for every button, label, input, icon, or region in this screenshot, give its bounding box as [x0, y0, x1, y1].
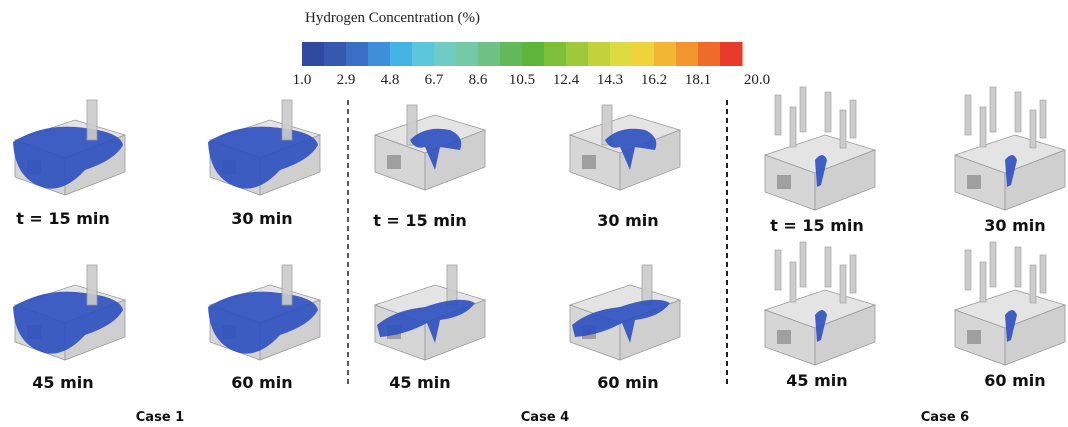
panel-label: 60 min — [231, 373, 292, 392]
colorbar: 1.0 2.9 4.8 6.7 8.6 10.5 12.4 14.3 16.2 18.1 20.0 — [293, 42, 771, 88]
colorbar-segment — [698, 42, 721, 66]
colorbar-segment — [302, 42, 325, 66]
panel-label: 45 min — [389, 373, 450, 392]
colorbar-segment — [346, 42, 369, 66]
panel-label: 30 min — [597, 211, 658, 230]
colorbar-segment — [522, 42, 545, 66]
panel-label: 45 min — [32, 373, 93, 392]
case-label: Case 4 — [521, 410, 569, 425]
colorbar-segment — [720, 42, 743, 66]
colorbar-tick-label: 20.0 — [744, 72, 770, 88]
panel-label: 30 min — [984, 216, 1045, 235]
colorbar-tick-label: 12.4 — [553, 72, 580, 88]
colorbar-segment — [478, 42, 501, 66]
case-label: Case 1 — [136, 410, 184, 425]
panel-label: 60 min — [984, 371, 1045, 390]
colorbar-tick-label: 2.9 — [337, 72, 356, 88]
panel-label: 60 min — [597, 373, 658, 392]
colorbar-tick-label: 6.7 — [425, 72, 444, 88]
colorbar-tick-label: 10.5 — [509, 72, 535, 88]
panel-label: 45 min — [786, 371, 847, 390]
colorbar-tick-label: 1.0 — [293, 72, 312, 88]
colorbar-segment — [434, 42, 457, 66]
figure: Hydrogen Concentration (%) 1.0 2.9 4.8 6.7 8… — [0, 0, 1068, 427]
colorbar-tick-label: 8.6 — [469, 72, 488, 88]
colorbar-segment — [390, 42, 413, 66]
colorbar-segment — [566, 42, 589, 66]
panel-label: t = 15 min — [16, 209, 110, 228]
colorbar-segment — [632, 42, 655, 66]
colorbar-tick-label: 4.8 — [381, 72, 400, 88]
panel-label: t = 15 min — [770, 216, 864, 235]
colorbar-tick-label: 18.1 — [685, 72, 711, 88]
colorbar-segment — [654, 42, 677, 66]
panel-label: 30 min — [231, 209, 292, 228]
case4-renders — [375, 105, 680, 360]
colorbar-segment — [324, 42, 347, 66]
case-label: Case 6 — [921, 410, 969, 425]
colorbar-segment — [610, 42, 633, 66]
colorbar-tick-label: 16.2 — [641, 72, 667, 88]
colorbar-segment — [500, 42, 523, 66]
colorbar-segment — [676, 42, 699, 66]
panel-label: t = 15 min — [373, 211, 467, 230]
colorbar-title: Hydrogen Concentration (%) — [305, 10, 480, 26]
colorbar-tick-label: 14.3 — [597, 72, 623, 88]
colorbar-segment — [412, 42, 435, 66]
colorbar-segment — [588, 42, 611, 66]
case1-renders — [13, 100, 320, 360]
colorbar-segment — [544, 42, 567, 66]
colorbar-segment — [368, 42, 391, 66]
colorbar-segment — [456, 42, 479, 66]
